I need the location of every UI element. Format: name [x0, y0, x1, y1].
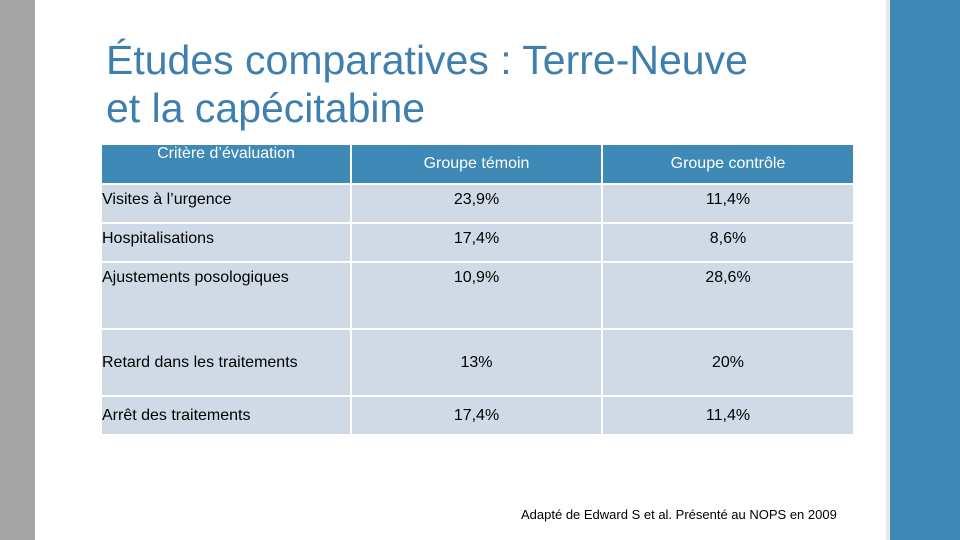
cell-controle-value: 20%: [711, 353, 745, 371]
cell-controle: 8,6%: [601, 222, 855, 263]
cell-temoin-value: 23,9%: [453, 191, 500, 208]
cell-controle-value: 28,6%: [705, 269, 751, 286]
row-label-text: Visites à l’urgence: [102, 191, 232, 208]
cell-temoin: 17,4%: [350, 395, 603, 436]
right-divider-line: [886, 0, 890, 540]
table-row: Visites à l’urgence 23,9% 11,4%: [100, 183, 855, 224]
header-criterion: Critère d’évaluation: [100, 143, 352, 185]
slide-title: Études comparatives : Terre-Neuve et la …: [106, 36, 866, 132]
cell-temoin-value: 13%: [460, 353, 493, 371]
cell-temoin: 13%: [350, 328, 603, 397]
slide-title-line2: et la capécitabine: [106, 85, 426, 131]
table-row: Arrêt des traitements 17,4% 11,4%: [100, 395, 855, 436]
cell-controle: 11,4%: [601, 395, 855, 436]
slide-title-line1: Études comparatives : Terre-Neuve: [106, 37, 748, 83]
cell-temoin-value: 17,4%: [453, 230, 500, 247]
source-footnote: Adapté de Edward S et al. Présenté au NO…: [521, 507, 837, 522]
row-label: Hospitalisations: [100, 222, 352, 263]
left-decorative-bar: [0, 0, 35, 540]
row-label: Ajustements posologiques: [100, 261, 352, 330]
cell-controle-value: 11,4%: [705, 406, 751, 424]
header-groupe-temoin: Groupe témoin: [350, 143, 603, 185]
cell-temoin: 10,9%: [350, 261, 603, 330]
row-label-text: Ajustements posologiques: [102, 269, 289, 286]
cell-controle: 11,4%: [601, 183, 855, 224]
row-label-text: Retard dans les traitements: [102, 353, 298, 371]
row-label-text: Arrêt des traitements: [102, 406, 251, 424]
cell-controle: 28,6%: [601, 261, 855, 330]
cell-temoin-value: 10,9%: [453, 269, 500, 286]
cell-temoin: 17,4%: [350, 222, 603, 263]
row-label: Visites à l’urgence: [100, 183, 352, 224]
table-row: Hospitalisations 17,4% 8,6%: [100, 222, 855, 263]
right-decorative-bar: [890, 0, 960, 540]
comparison-table: Critère d’évaluation Groupe témoin Group…: [100, 143, 855, 436]
table-header-row: Critère d’évaluation Groupe témoin Group…: [100, 143, 855, 185]
header-groupe-controle: Groupe contrôle: [601, 143, 855, 185]
table-row: Ajustements posologiques 10,9% 28,6%: [100, 261, 855, 330]
row-label: Arrêt des traitements: [100, 395, 352, 436]
cell-temoin: 23,9%: [350, 183, 603, 224]
row-label: Retard dans les traitements: [100, 328, 352, 397]
cell-controle: 20%: [601, 328, 855, 397]
cell-controle-value: 11,4%: [705, 191, 751, 208]
table-row: Retard dans les traitements 13% 20%: [100, 328, 855, 397]
cell-controle-value: 8,6%: [709, 230, 747, 247]
row-label-text: Hospitalisations: [102, 230, 215, 247]
cell-temoin-value: 17,4%: [453, 406, 500, 424]
